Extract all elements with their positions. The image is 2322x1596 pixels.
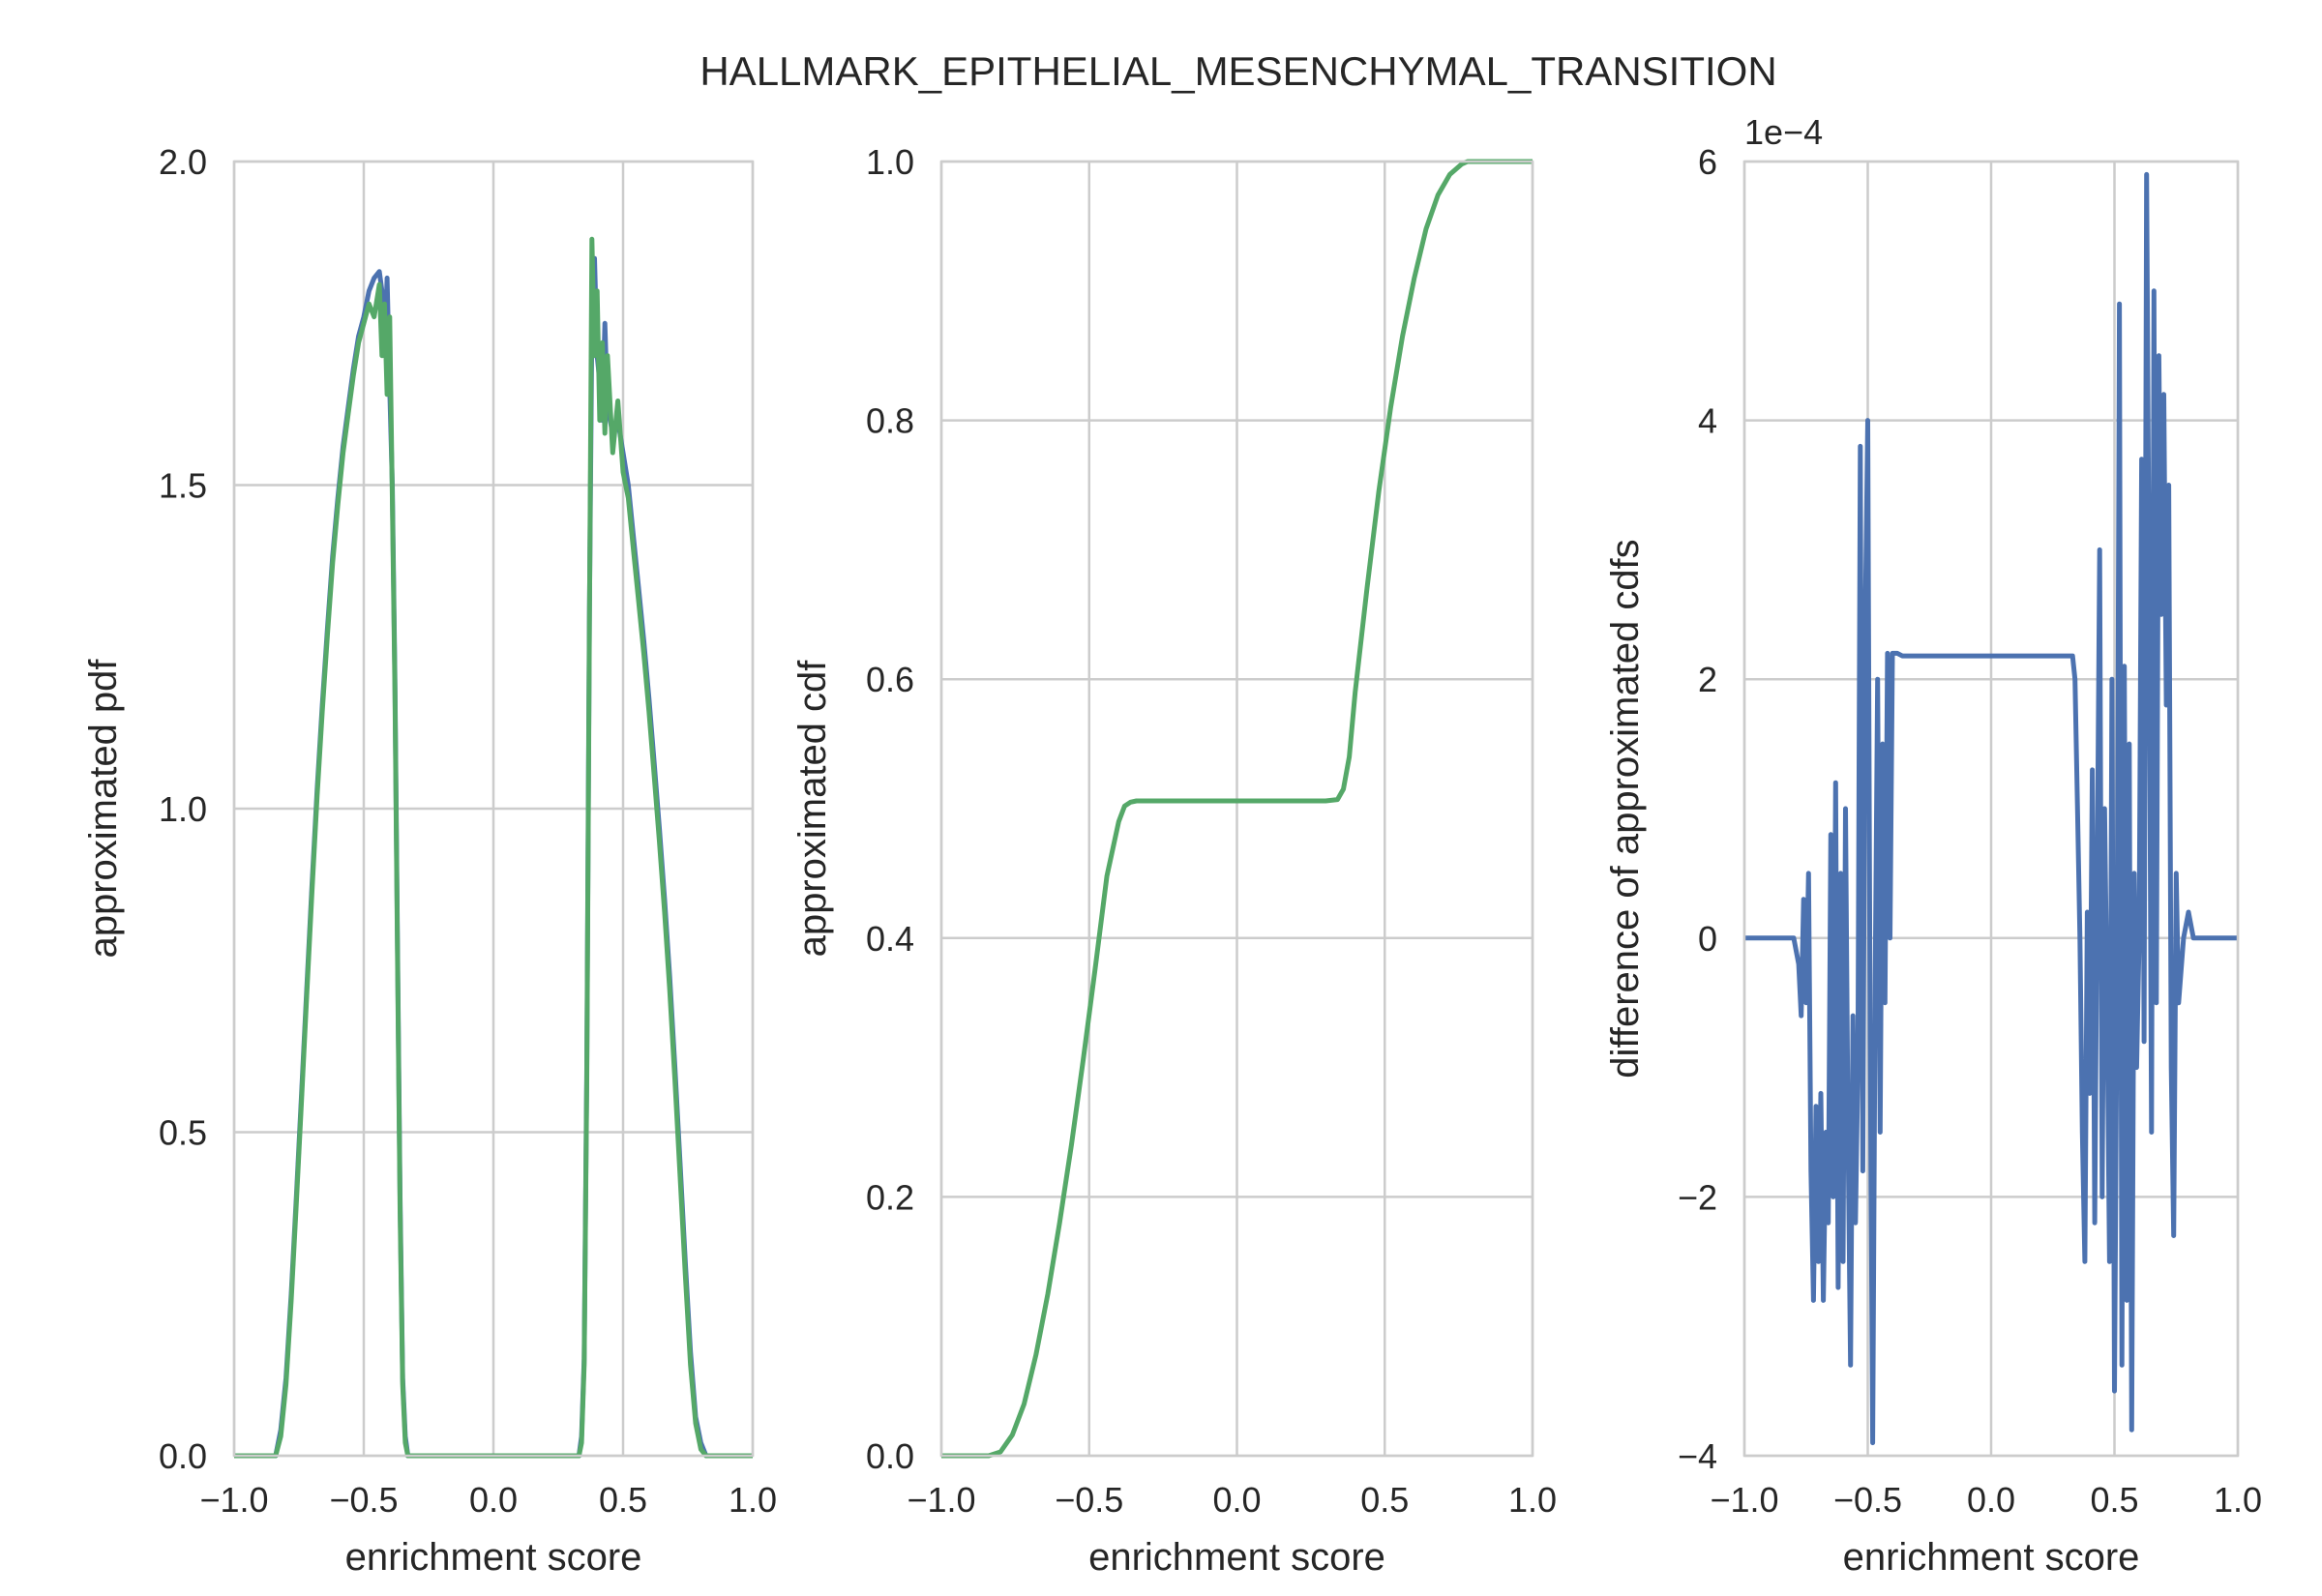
- diff-ytick-label-3: 2: [1698, 660, 1717, 699]
- cdf-difference-panel: −1.0 −0.5 0.0 0.5 1.0 −4 −2 0 2 4 6 enrichment scor…: [1604, 112, 2262, 1579]
- pdf-ytick-label-1: 0.5: [159, 1113, 207, 1153]
- cdf-x-axis-label: enrichment score: [1088, 1536, 1385, 1579]
- cdf-xtick-label-3: 0.5: [1360, 1480, 1409, 1520]
- cdf-ytick-label-3: 0.6: [866, 660, 914, 699]
- cdf-xtick-label-0: −1.0: [907, 1480, 975, 1520]
- pdf-xtick-label-4: 1.0: [729, 1480, 777, 1520]
- pdf-y-axis-label: approximated pdf: [82, 659, 125, 959]
- pdf-ytick-label-3: 1.5: [159, 466, 207, 506]
- diff-xtick-label-4: 1.0: [2214, 1480, 2262, 1520]
- pdf-ytick-label-4: 2.0: [159, 142, 207, 182]
- pdf-xtick-label-0: −1.0: [199, 1480, 268, 1520]
- cdf-ytick-label-5: 1.0: [866, 142, 914, 182]
- diff-xtick-label-2: 0.0: [1967, 1480, 2015, 1520]
- pdf-panel: −1.0 −0.5 0.0 0.5 1.0 0.0 0.5 1.0 1.5 2.0 enrichme…: [82, 142, 777, 1579]
- pdf-xtick-label-2: 0.0: [469, 1480, 518, 1520]
- pdf-x-axis-label: enrichment score: [345, 1536, 642, 1579]
- cdf-xtick-label-4: 1.0: [1508, 1480, 1557, 1520]
- diff-ytick-label-4: 4: [1698, 401, 1717, 441]
- diff-series-line-0: [1744, 171, 2238, 1446]
- cdf-ytick-label-0: 0.0: [866, 1436, 914, 1476]
- cdf-ytick-label-4: 0.8: [866, 401, 914, 441]
- cdf-xtick-label-1: −0.5: [1055, 1480, 1123, 1520]
- diff-y-offset-label: 1e−4: [1744, 112, 1823, 152]
- cdf-y-axis-label: approximated cdf: [791, 660, 834, 958]
- cdf-xtick-label-2: 0.0: [1212, 1480, 1261, 1520]
- pdf-ytick-label-2: 1.0: [159, 789, 207, 829]
- cdf-panel: −1.0 −0.5 0.0 0.5 1.0 0.0 0.2 0.4 0.6 0.8 1.0 enric…: [791, 142, 1557, 1579]
- diff-xtick-label-3: 0.5: [2090, 1480, 2138, 1520]
- diff-ytick-label-2: 0: [1698, 919, 1717, 959]
- pdf-ytick-label-0: 0.0: [159, 1436, 207, 1476]
- diff-y-axis-label: difference of approximated cdfs: [1604, 539, 1647, 1078]
- cdf-ytick-label-2: 0.4: [866, 919, 914, 959]
- diff-ytick-label-0: −4: [1678, 1436, 1717, 1476]
- diff-x-axis-label: enrichment score: [1843, 1536, 2140, 1579]
- diff-xtick-label-0: −1.0: [1710, 1480, 1778, 1520]
- pdf-xtick-label-3: 0.5: [599, 1480, 647, 1520]
- cdf-ytick-label-1: 0.2: [866, 1177, 914, 1217]
- figure-title: HALLMARK_EPITHELIAL_MESENCHYMAL_TRANSITI…: [700, 48, 1776, 94]
- pdf-xtick-label-1: −0.5: [329, 1480, 398, 1520]
- diff-axes-frame: [1742, 160, 2240, 1458]
- diff-ytick-label-5: 6: [1698, 142, 1717, 182]
- diff-ytick-label-1: −2: [1678, 1177, 1717, 1217]
- diff-xtick-label-1: −0.5: [1833, 1480, 1902, 1520]
- cdf-axes-frame: [939, 160, 1534, 1458]
- cdf-series-line-0: [941, 159, 1533, 1459]
- pdf-axes-frame: [232, 160, 755, 1458]
